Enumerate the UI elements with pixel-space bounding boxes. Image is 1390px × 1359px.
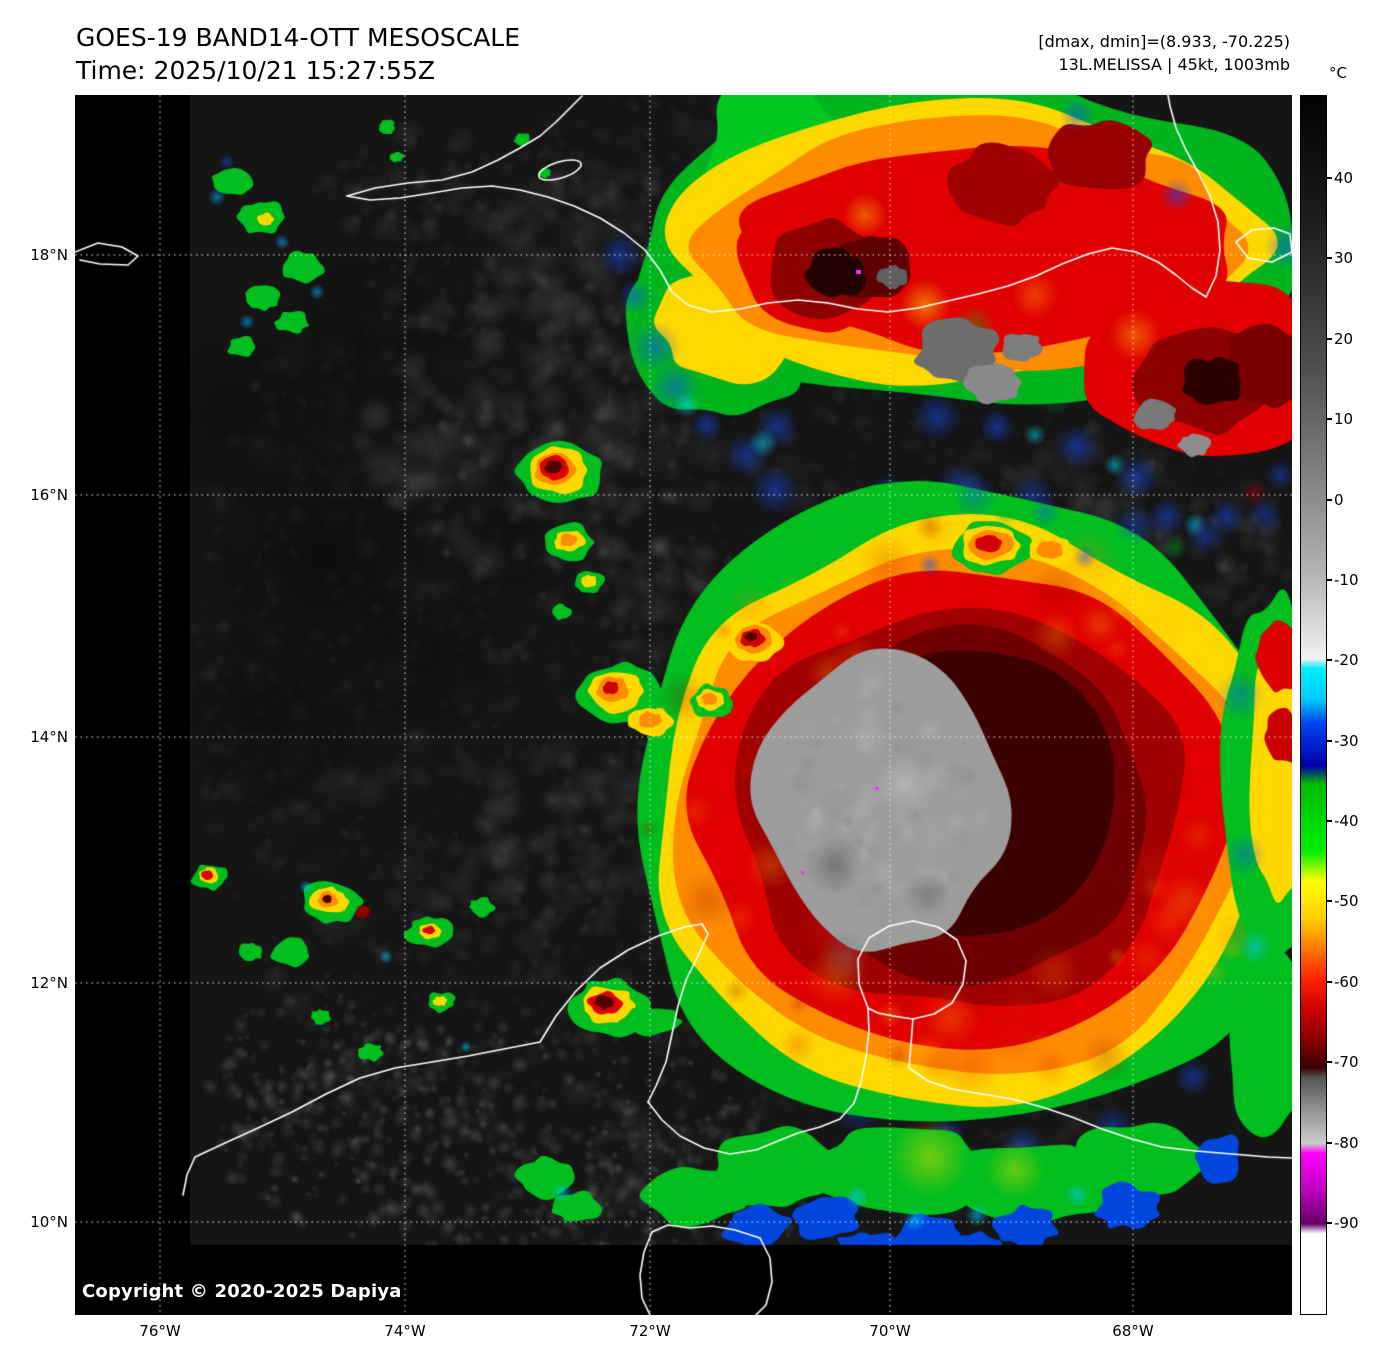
colorbar-tick-label: -10 bbox=[1334, 570, 1359, 589]
colorbar-tick-mark bbox=[1326, 257, 1332, 260]
colorbar-tick-mark bbox=[1326, 337, 1332, 340]
colorbar-tick-label: -90 bbox=[1334, 1213, 1359, 1232]
page-title: GOES-19 BAND14-OTT MESOSCALE bbox=[76, 23, 521, 52]
colorbar-tick-label: -70 bbox=[1334, 1053, 1359, 1072]
colorbar-tick-mark bbox=[1326, 739, 1332, 742]
colorbar-unit-label: °C bbox=[1329, 64, 1347, 82]
lon-axis-label: 68°W bbox=[1112, 1322, 1154, 1340]
colorbar-tick-label: 40 bbox=[1334, 169, 1354, 187]
colorbar-tick-mark bbox=[1326, 1221, 1332, 1224]
colorbar-tick-label: 10 bbox=[1334, 410, 1354, 429]
lat-axis-label: 10°N bbox=[30, 1213, 68, 1231]
colorbar-tick-mark bbox=[1326, 1141, 1332, 1144]
colorbar-tick-mark bbox=[1326, 900, 1332, 903]
lat-axis-label: 12°N bbox=[30, 974, 68, 992]
colorbar-tick-label: -50 bbox=[1334, 892, 1359, 911]
lon-axis-label: 72°W bbox=[629, 1322, 671, 1340]
colorbar-tick-label: -40 bbox=[1334, 812, 1359, 831]
satellite-image-canvas bbox=[75, 95, 1292, 1315]
timestamp-line: Time: 2025/10/21 15:27:55Z bbox=[76, 56, 435, 85]
colorbar-tick-mark bbox=[1326, 820, 1332, 823]
lon-axis-label: 74°W bbox=[384, 1322, 426, 1340]
lat-axis-label: 14°N bbox=[30, 728, 68, 746]
lat-axis-label: 16°N bbox=[30, 486, 68, 504]
colorbar-tick-label: 20 bbox=[1334, 329, 1354, 348]
colorbar-tick-label: 0 bbox=[1334, 490, 1344, 509]
colorbar-tick-label: -20 bbox=[1334, 651, 1359, 670]
storm-id-readout: 13L.MELISSA | 45kt, 1003mb bbox=[1058, 55, 1290, 74]
copyright-watermark: Copyright © 2020-2025 Dapiya bbox=[82, 1281, 402, 1302]
storm-info-block: [dmax, dmin]=(8.933, -70.225) 13L.MELISS… bbox=[1038, 30, 1290, 76]
colorbar-tick-label: -80 bbox=[1334, 1133, 1359, 1152]
colorbar-tick-label: -60 bbox=[1334, 972, 1359, 991]
colorbar bbox=[1300, 95, 1327, 1315]
lat-axis-label: 18°N bbox=[30, 246, 68, 264]
colorbar-tick-mark bbox=[1326, 418, 1332, 421]
colorbar-tick-label: 30 bbox=[1334, 249, 1354, 268]
colorbar-tick-label: -30 bbox=[1334, 731, 1359, 750]
lon-axis-label: 76°W bbox=[139, 1322, 181, 1340]
colorbar-tick-mark bbox=[1326, 177, 1332, 179]
satellite-map bbox=[75, 95, 1292, 1315]
colorbar-tick-mark bbox=[1326, 659, 1332, 662]
dmax-dmin-readout: [dmax, dmin]=(8.933, -70.225) bbox=[1038, 32, 1290, 51]
lon-axis-label: 70°W bbox=[869, 1322, 911, 1340]
colorbar-tick-mark bbox=[1326, 1061, 1332, 1064]
colorbar-tick-mark bbox=[1326, 498, 1332, 501]
colorbar-tick-mark bbox=[1326, 980, 1332, 983]
colorbar-tick-mark bbox=[1326, 578, 1332, 581]
